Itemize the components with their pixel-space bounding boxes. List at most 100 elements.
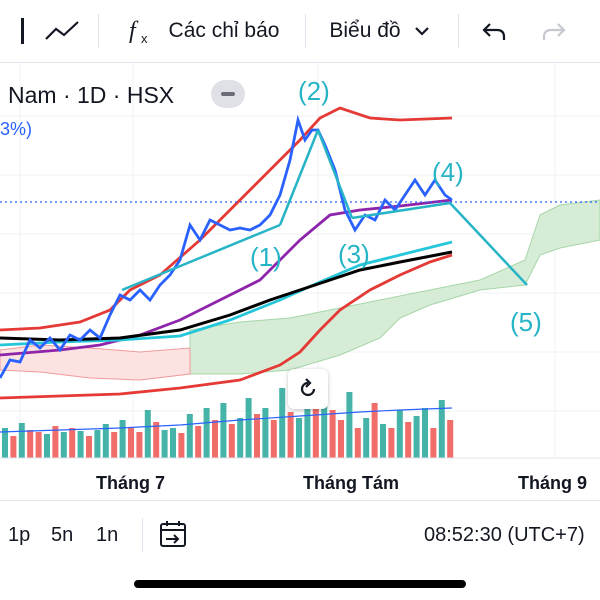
chart-type-label: Biểu đồ: [329, 19, 401, 42]
volume-bar: [18, 423, 25, 458]
toolbar-edge-icon: [18, 0, 28, 62]
calendar-arrow-icon: [160, 521, 186, 547]
volume-bar: [195, 426, 202, 458]
reset-chart-button[interactable]: [288, 369, 328, 409]
wave-label-5: (5): [510, 307, 542, 337]
function-icon: f x: [129, 18, 148, 46]
volume-bar: [354, 428, 361, 458]
volume-bar: [438, 400, 445, 458]
volume-bar: [102, 424, 109, 458]
undo-icon: [482, 23, 506, 40]
svg-text:f: f: [129, 18, 139, 44]
volume-bar: [304, 406, 311, 458]
price-line: [0, 114, 453, 379]
price-chart[interactable]: (1) (2) (3) (4) (5): [0, 63, 600, 500]
volume-bar: [60, 432, 67, 458]
lower-band-line: [0, 253, 453, 400]
volume-bar: [312, 383, 319, 458]
volume-bar: [371, 403, 378, 458]
volume-ma-line: [0, 407, 453, 433]
svg-text:x: x: [141, 31, 148, 46]
legend-collapse-button[interactable]: [211, 80, 245, 108]
volume-bar: [287, 412, 294, 458]
wave-label-3: (3): [338, 239, 370, 269]
wave-label-4: (4): [432, 157, 464, 187]
volume-bar: [10, 436, 17, 458]
volume-bar: [2, 428, 8, 458]
range-5n-button[interactable]: 5n: [51, 524, 74, 546]
volume-bar: [178, 433, 185, 458]
volume-bar: [245, 398, 252, 458]
volume-bar: [338, 420, 344, 458]
volume-bar: [52, 426, 59, 458]
volume-bar: [237, 418, 244, 458]
volume-bar: [413, 416, 420, 458]
minus-icon: [221, 92, 235, 96]
volume-bar: [27, 430, 34, 458]
volume-bar: [296, 418, 302, 458]
volume-bar: [86, 436, 92, 458]
volume-bar: [388, 428, 395, 458]
volume-bar: [186, 414, 193, 458]
volume-bar: [94, 430, 101, 458]
volume-bar: [279, 388, 286, 458]
volume-bar: [44, 434, 50, 458]
volume-bar: [144, 410, 151, 458]
volume-bar: [329, 410, 336, 458]
symbol-legend[interactable]: Nam · 1D · HSX: [8, 82, 175, 108]
volume-bar: [161, 430, 168, 458]
volume-bar: [119, 420, 126, 458]
chart-type-dropdown[interactable]: Biểu đồ: [318, 0, 442, 62]
volume-bar: [422, 408, 428, 458]
x-axis-label: Tháng Tám: [303, 473, 400, 493]
elliott-wave-drawing[interactable]: [121, 129, 528, 292]
volume-bar: [396, 410, 403, 458]
volume-bar: [262, 408, 269, 458]
volume-bar: [212, 420, 218, 458]
drawing-tools-button[interactable]: [34, 0, 90, 62]
volume-bar: [35, 432, 42, 458]
price-change-percent: 3%): [0, 119, 33, 139]
volume-bar: [228, 424, 235, 458]
indicators-button[interactable]: f x Các chỉ báo: [118, 0, 288, 62]
volume-bar: [77, 431, 84, 458]
volume-bar: [405, 422, 412, 458]
wave-labels: (1) (2) (3) (4) (5): [250, 76, 542, 337]
chart-toolbar: f x Các chỉ báo Biểu đồ: [0, 0, 600, 63]
volume-bar: [363, 418, 370, 458]
range-1n-button[interactable]: 1n: [96, 524, 119, 546]
ma-cyan-line: [0, 240, 453, 347]
redo-icon: [542, 23, 566, 40]
volume-bar: [128, 428, 134, 458]
volume-bar: [170, 428, 176, 458]
wave-label-1: (1): [250, 242, 282, 272]
volume-bar: [153, 422, 160, 458]
reset-icon: [300, 378, 316, 397]
volume-bar: [254, 414, 260, 458]
volume-bar: [69, 428, 76, 458]
volume-bar: [380, 424, 386, 458]
x-axis-label: Tháng 9: [518, 473, 588, 493]
volume-bar: [430, 428, 437, 458]
volume-bar: [346, 392, 353, 458]
clock-timezone[interactable]: 08:52:30 (UTC+7): [424, 524, 585, 546]
volume-bar: [203, 408, 210, 458]
bottom-toolbar: [0, 500, 600, 571]
goto-date-button[interactable]: [156, 518, 190, 552]
undo-button[interactable]: [474, 0, 514, 62]
chevron-down-icon: [414, 27, 429, 36]
volume-bar: [270, 420, 277, 458]
cloud-red: [0, 344, 191, 381]
range-1p-button[interactable]: 1p: [8, 524, 31, 546]
indicators-label: Các chỉ báo: [168, 19, 280, 42]
home-indicator: [134, 580, 466, 588]
volume-bar: [220, 403, 227, 458]
cloud-green: [189, 199, 600, 375]
volume-bar: [447, 420, 454, 458]
volume-bar: [136, 432, 143, 458]
redo-button[interactable]: [534, 0, 574, 62]
volume-bar: [321, 398, 328, 458]
volume-bars: [2, 383, 454, 458]
volume-bar: [111, 432, 118, 458]
trend-line-icon: [45, 21, 79, 40]
